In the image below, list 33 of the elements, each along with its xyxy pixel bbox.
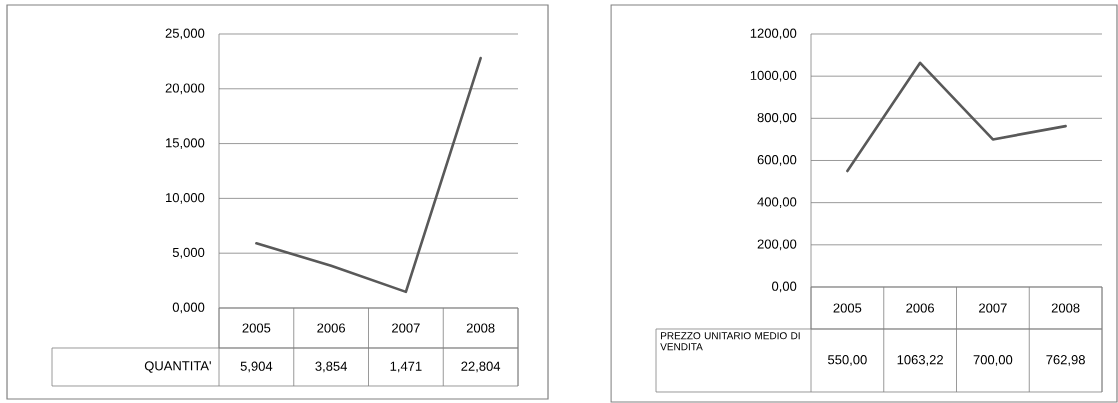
y-tick-label: 0,000 bbox=[172, 302, 205, 314]
data-label: 550,00 bbox=[828, 355, 867, 366]
y-tick-label: 400,00 bbox=[757, 197, 797, 209]
y-tick-label: 20,000 bbox=[165, 83, 205, 95]
y-tick-label: 15,000 bbox=[166, 138, 205, 149]
y-tick-label: 1200,00 bbox=[750, 28, 797, 40]
data-label: 700,00 bbox=[973, 355, 1013, 366]
y-tick-label: 200,00 bbox=[757, 239, 797, 251]
x-tick-label: 2005 bbox=[833, 303, 862, 313]
y-tick-label: 25,000 bbox=[165, 28, 205, 40]
y-tick-label: 5,000 bbox=[172, 247, 205, 259]
data-label: 1063,22 bbox=[897, 355, 943, 366]
x-tick-label: 2005 bbox=[242, 323, 271, 333]
x-tick-label: 2008 bbox=[466, 323, 495, 333]
x-tick-label: 2006 bbox=[317, 323, 346, 333]
text: QUANTITA' bbox=[144, 361, 211, 373]
data-label: 5,904 bbox=[240, 361, 273, 373]
text: PREZZO UNITARIO MEDIO DI VENDITA bbox=[660, 332, 800, 351]
x-tick-label: 2007 bbox=[392, 323, 420, 333]
y-tick-label: 10,000 bbox=[166, 193, 205, 204]
line-series bbox=[255, 56, 482, 294]
data-label: 1,471 bbox=[390, 361, 422, 373]
y-tick-label: 1000,00 bbox=[750, 70, 797, 82]
y-tick-label: 600,00 bbox=[757, 155, 797, 166]
x-tick-label: 2008 bbox=[1051, 303, 1080, 313]
data-label: 762,98 bbox=[1046, 355, 1085, 366]
data-label: 3,854 bbox=[315, 361, 348, 373]
y-tick-label: 0,00 bbox=[772, 281, 797, 293]
x-tick-label: 2007 bbox=[979, 303, 1007, 313]
x-tick-label: 2006 bbox=[906, 303, 935, 313]
line-series bbox=[846, 61, 1067, 173]
data-label: 22,804 bbox=[461, 361, 501, 373]
y-tick-label: 800,00 bbox=[757, 112, 797, 124]
